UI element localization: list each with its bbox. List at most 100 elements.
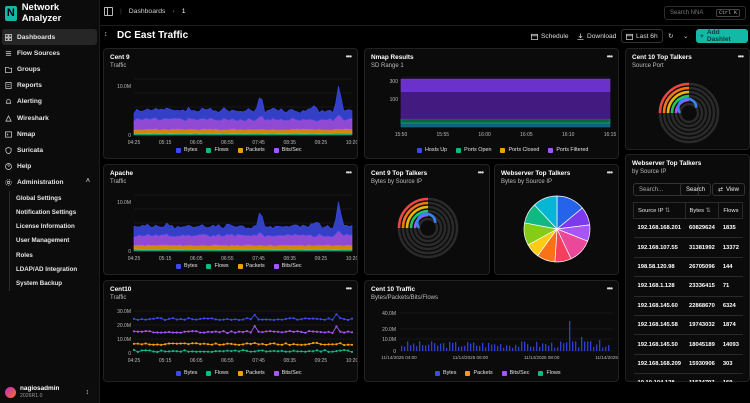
- data-point[interactable]: [136, 318, 139, 321]
- data-point[interactable]: [183, 342, 186, 345]
- data-point[interactable]: [300, 350, 303, 353]
- talkers-search-button[interactable]: Search: [680, 183, 712, 196]
- data-point[interactable]: [339, 330, 342, 333]
- bar[interactable]: [608, 345, 610, 351]
- data-point[interactable]: [171, 331, 175, 334]
- data-point[interactable]: [234, 331, 237, 334]
- data-point[interactable]: [132, 348, 136, 352]
- admin-item-notification-settings[interactable]: Notification Settings: [9, 205, 100, 220]
- bar[interactable]: [401, 345, 403, 351]
- data-point[interactable]: [273, 330, 276, 333]
- data-point[interactable]: [249, 342, 252, 346]
- sidebar-item-administration[interactable]: Administration ˄: [0, 175, 100, 191]
- sidebar-item-help[interactable]: Help: [0, 159, 100, 175]
- data-point[interactable]: [261, 342, 264, 345]
- legend-item[interactable]: Bits/Sec: [501, 370, 529, 376]
- data-point[interactable]: [191, 342, 194, 345]
- data-point[interactable]: [284, 330, 287, 333]
- data-point[interactable]: [331, 343, 334, 346]
- bar[interactable]: [410, 345, 412, 351]
- data-point[interactable]: [160, 349, 163, 352]
- ring-arc[interactable]: [405, 205, 429, 229]
- data-point[interactable]: [234, 318, 237, 321]
- data-point[interactable]: [148, 343, 151, 346]
- data-point[interactable]: [187, 330, 190, 333]
- legend-item[interactable]: Packets: [237, 370, 265, 376]
- bar[interactable]: [446, 347, 448, 351]
- table-row[interactable]: 192.168.1.128 23336415 71: [633, 276, 743, 297]
- bar[interactable]: [599, 340, 601, 351]
- bar[interactable]: [443, 343, 445, 351]
- bar[interactable]: [518, 346, 520, 351]
- data-point[interactable]: [343, 331, 346, 334]
- data-point[interactable]: [273, 318, 276, 322]
- admin-item-roles[interactable]: Roles: [9, 248, 100, 263]
- bar[interactable]: [440, 343, 442, 351]
- data-point[interactable]: [226, 342, 229, 345]
- data-point[interactable]: [276, 330, 280, 333]
- data-point[interactable]: [206, 330, 210, 333]
- admin-item-ldap-ad-integration[interactable]: LDAP/AD Integration: [9, 262, 100, 277]
- data-point[interactable]: [304, 317, 307, 320]
- bar[interactable]: [455, 342, 457, 351]
- bar[interactable]: [578, 347, 580, 351]
- data-point[interactable]: [343, 318, 346, 321]
- data-point[interactable]: [327, 343, 330, 346]
- legend-item[interactable]: Flows: [206, 370, 229, 376]
- ring-arc[interactable]: [662, 86, 690, 114]
- column-header[interactable]: Flows: [718, 202, 744, 219]
- data-point[interactable]: [265, 343, 268, 347]
- bar[interactable]: [485, 347, 487, 351]
- data-point[interactable]: [315, 330, 319, 333]
- ring-arc[interactable]: [658, 82, 690, 114]
- data-point[interactable]: [214, 318, 217, 321]
- data-point[interactable]: [206, 343, 210, 346]
- table-row[interactable]: 192.168.168.201 60829624 1835: [633, 217, 743, 238]
- data-point[interactable]: [280, 331, 284, 334]
- data-point[interactable]: [132, 317, 136, 320]
- card-menu-icon[interactable]: •••: [345, 168, 352, 177]
- data-point[interactable]: [199, 331, 202, 334]
- data-point[interactable]: [347, 343, 350, 346]
- bar[interactable]: [416, 346, 418, 351]
- data-point[interactable]: [202, 342, 206, 345]
- data-point[interactable]: [276, 343, 280, 346]
- bar[interactable]: [503, 347, 505, 351]
- bar[interactable]: [593, 346, 595, 351]
- bar[interactable]: [488, 342, 490, 351]
- data-point[interactable]: [350, 350, 354, 354]
- data-point[interactable]: [273, 342, 276, 345]
- legend-item[interactable]: Bytes: [176, 370, 197, 376]
- area-series-hosts-up[interactable]: [400, 122, 611, 128]
- data-point[interactable]: [245, 349, 248, 352]
- data-point[interactable]: [175, 342, 178, 345]
- data-point[interactable]: [195, 350, 198, 353]
- data-point[interactable]: [202, 331, 206, 334]
- download-button[interactable]: Download: [573, 29, 620, 43]
- area-series-bits-sec[interactable]: [133, 201, 353, 238]
- bar[interactable]: [536, 341, 538, 351]
- data-point[interactable]: [241, 343, 245, 346]
- data-point[interactable]: [183, 330, 186, 333]
- data-point[interactable]: [292, 342, 295, 346]
- data-point[interactable]: [238, 350, 241, 353]
- data-point[interactable]: [331, 318, 334, 321]
- bar[interactable]: [572, 341, 574, 351]
- data-point[interactable]: [148, 330, 151, 333]
- data-point[interactable]: [296, 318, 299, 321]
- sidebar-item-flow-sources[interactable]: Flow Sources: [0, 45, 100, 61]
- data-point[interactable]: [195, 318, 198, 321]
- data-point[interactable]: [152, 331, 155, 334]
- data-point[interactable]: [245, 317, 248, 320]
- legend-item[interactable]: Bits/Sec: [273, 147, 302, 153]
- card-menu-icon[interactable]: •••: [606, 52, 613, 61]
- bar[interactable]: [566, 342, 568, 351]
- data-point[interactable]: [323, 331, 326, 334]
- data-point[interactable]: [191, 350, 194, 353]
- data-point[interactable]: [300, 318, 303, 321]
- data-point[interactable]: [199, 350, 202, 353]
- data-point[interactable]: [171, 317, 175, 320]
- bar[interactable]: [404, 346, 406, 352]
- add-dashlet-button[interactable]: + Add Dashlet: [696, 29, 748, 43]
- data-point[interactable]: [319, 330, 322, 334]
